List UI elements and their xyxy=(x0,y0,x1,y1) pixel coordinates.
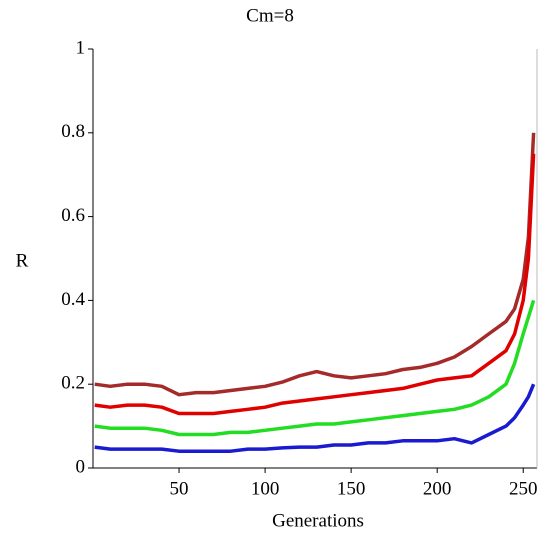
series-line xyxy=(94,383,536,453)
chart-title: Cm=8 xyxy=(246,5,294,26)
y-tick-label: 0.6 xyxy=(61,205,85,226)
y-tick-label: 0 xyxy=(76,456,86,477)
y-tick-label: 0.8 xyxy=(61,121,85,142)
series-line xyxy=(94,299,536,437)
series-line xyxy=(94,153,536,416)
y-tick-label: 0.2 xyxy=(61,373,85,394)
x-tick-label: 250 xyxy=(509,478,538,499)
y-axis-label: R xyxy=(16,250,29,271)
x-tick-label: 50 xyxy=(170,478,189,499)
x-axis-label: Generations xyxy=(272,510,364,531)
x-tick-label: 100 xyxy=(251,478,280,499)
series-line xyxy=(94,132,536,397)
y-tick-label: 0.4 xyxy=(61,289,85,310)
x-tick-label: 150 xyxy=(337,478,366,499)
y-tick-label: 1 xyxy=(76,37,86,58)
x-tick-label: 200 xyxy=(423,478,452,499)
